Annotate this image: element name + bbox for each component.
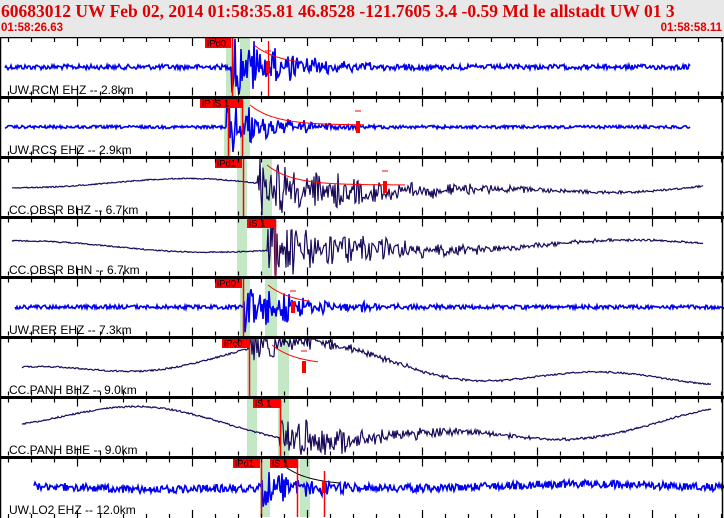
trace-panel[interactable]: iPc0 CC.PANH BHZ -- 9.0km (0, 327, 724, 398)
pick-label-text: iPd0 (207, 39, 226, 50)
phase-pick-label[interactable] (222, 338, 249, 348)
trace-panel[interactable]: iPd0 UW.RCM EHZ -- 2.8km (0, 37, 724, 98)
coda-marker[interactable] (383, 181, 387, 193)
pick-label-text: iPd1 (235, 459, 254, 470)
waveform (4, 99, 691, 153)
station-label: UW.RCM EHZ -- 2.8km (9, 83, 134, 97)
station-label: UW.LO2 EHZ -- 12.0km (9, 503, 136, 517)
phase-pick-label[interactable] (205, 38, 231, 48)
window-end-time: 01:58:58.11 (660, 22, 722, 34)
event-title: 60683012 UW Feb 02, 2014 01:58:35.81 46.… (1, 1, 675, 21)
trace-panel[interactable]: iS 1 CC.OBSR BHN -- 6.7km (0, 207, 724, 278)
trace-panel[interactable]: iPd0 UW.RER EHZ -- 7.3km (0, 267, 724, 338)
event-header: 60683012 UW Feb 02, 2014 01:58:35.81 46.… (0, 0, 724, 37)
coda-curve (271, 344, 319, 363)
pick-label-text: iS 1 (249, 219, 265, 230)
trace-panel[interactable]: iP iS 1 UW.RCS EHZ -- 2.9km (0, 87, 724, 158)
time-window (278, 338, 289, 397)
coda-marker[interactable] (356, 121, 360, 133)
coda-curve (282, 464, 340, 484)
coda-curve (249, 104, 364, 126)
station-label: CC.PANH BHZ -- 9.0km (9, 383, 137, 397)
coda-curve (267, 284, 311, 302)
coda-curve (253, 44, 301, 63)
coda-marker[interactable] (291, 301, 295, 313)
phase-pick-label[interactable] (270, 458, 297, 468)
phase-pick-label[interactable] (215, 278, 242, 288)
time-window (247, 398, 257, 457)
time-window (237, 158, 247, 217)
seismogram-plot[interactable]: iPd0 UW.RCM EHZ -- 2.8km iP iS 1 UW.RCS EHZ… (0, 37, 724, 518)
station-label: CC.PANH BHE -- 9.0km (9, 443, 137, 457)
pick-label-text: iP iS 1 (202, 99, 229, 110)
station-label: CC.OBSR BHZ -- 6.7km (9, 203, 138, 217)
waveform (11, 158, 704, 216)
coda-curve (266, 164, 405, 186)
trace-panel[interactable]: iPd1 iS 1 UW.LO2 EHZ -- 12.0km (0, 447, 724, 518)
phase-pick-label[interactable] (200, 98, 242, 108)
time-window (237, 218, 247, 277)
pick-label-text: iS 1 (272, 459, 288, 470)
waveform (11, 218, 704, 276)
waveform (14, 289, 724, 333)
pick-label-text: iPd0 (217, 279, 236, 290)
station-label: UW.RCS EHZ -- 2.9km (9, 143, 132, 157)
pick-label-text: iPd1 (217, 159, 236, 170)
trace-panel[interactable]: iS 1 CC.PANH BHE -- 9.0km (0, 387, 724, 458)
waveform (21, 404, 712, 456)
time-window (247, 338, 257, 397)
station-label: UW.RER EHZ -- 7.3km (9, 323, 132, 337)
waveform (4, 38, 691, 95)
pick-label-text: iS 1 (255, 399, 271, 410)
station-label: CC.OBSR BHN -- 6.7km (9, 263, 140, 277)
coda-marker[interactable] (302, 361, 306, 373)
trace-panel[interactable]: iPd1 CC.OBSR BHZ -- 6.7km (0, 147, 724, 218)
bottom-axis (7, 510, 723, 518)
phase-pick-label[interactable] (253, 398, 280, 408)
window-start-time: 01:58:26.63 (1, 22, 64, 34)
waveform (21, 336, 712, 386)
phase-pick-label[interactable] (247, 218, 275, 228)
time-window (260, 458, 270, 517)
waveform (33, 472, 724, 507)
time-window (224, 98, 231, 157)
phase-pick-label[interactable] (215, 158, 242, 168)
phase-pick-label[interactable] (233, 458, 260, 468)
pick-label-text: iPc0 (224, 339, 242, 350)
